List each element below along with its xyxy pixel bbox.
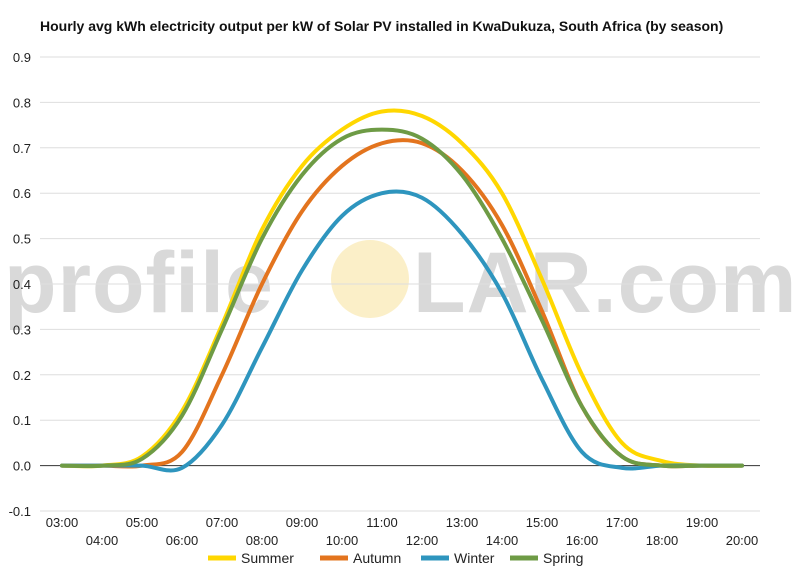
legend-item-winter[interactable]: Winter	[421, 550, 495, 566]
y-tick-label: 0.1	[13, 413, 31, 428]
y-tick-label: 0.3	[13, 322, 31, 337]
x-tick-label: 19:00	[686, 515, 719, 530]
legend-item-autumn[interactable]: Autumn	[320, 550, 401, 566]
x-tick-label: 12:00	[406, 533, 439, 548]
x-tick-label: 20:00	[726, 533, 759, 548]
x-tick-label: 07:00	[206, 515, 239, 530]
legend-label: Autumn	[353, 550, 401, 566]
y-tick-label: 0.5	[13, 232, 31, 247]
x-tick-label: 13:00	[446, 515, 479, 530]
x-tick-label: 08:00	[246, 533, 279, 548]
grid	[40, 56, 760, 512]
legend-item-spring[interactable]: Spring	[510, 550, 583, 566]
watermark-sun-icon	[331, 240, 409, 318]
y-tick-label: 0.0	[13, 459, 31, 474]
x-tick-label: 15:00	[526, 515, 559, 530]
watermark: profile LAR.com	[4, 235, 797, 331]
y-tick-label: 0.9	[13, 50, 31, 65]
watermark-text-before: profile	[4, 235, 274, 331]
x-tick-label: 17:00	[606, 515, 639, 530]
series-line-winter	[60, 189, 744, 473]
x-tick-label: 04:00	[86, 533, 119, 548]
y-tick-label: 0.7	[13, 141, 31, 156]
legend-label: Spring	[543, 550, 583, 566]
y-tick-label: -0.1	[9, 504, 31, 519]
chart-title: Hourly avg kWh electricity output per kW…	[40, 18, 724, 34]
series-line-spring	[60, 127, 744, 469]
x-tick-label: 14:00	[486, 533, 519, 548]
x-tick-label: 10:00	[326, 533, 359, 548]
x-tick-label: 05:00	[126, 515, 159, 530]
y-axis: -0.1 0.0 0.1 0.2 0.3 0.4 0.5 0.6 0.7 0.8 0.9	[9, 50, 31, 519]
y-tick-label: 0.2	[13, 368, 31, 383]
x-tick-label: 16:00	[566, 533, 599, 548]
series-line-summer	[60, 108, 744, 469]
legend-item-summer[interactable]: Summer	[208, 550, 294, 566]
x-tick-label: 18:00	[646, 533, 679, 548]
legend-label: Summer	[241, 550, 294, 566]
series-lines	[60, 108, 744, 473]
y-tick-label: 0.6	[13, 186, 31, 201]
x-axis: 03:00 04:00 05:00 06:00 07:00 08:00 09:00 10:00…	[46, 515, 759, 548]
legend[interactable]: Summer Autumn Winter Spring	[208, 550, 583, 566]
x-tick-label: 09:00	[286, 515, 319, 530]
x-tick-label: 06:00	[166, 533, 199, 548]
y-tick-label: 0.8	[13, 95, 31, 110]
y-tick-label: 0.4	[13, 277, 31, 292]
legend-label: Winter	[454, 550, 495, 566]
x-tick-label: 03:00	[46, 515, 79, 530]
watermark-text-after: LAR.com	[413, 235, 797, 331]
x-tick-label: 11:00	[366, 515, 398, 530]
